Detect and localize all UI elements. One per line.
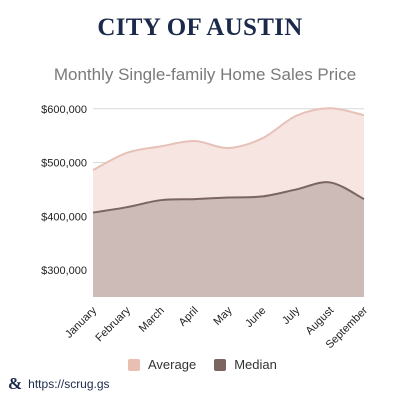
legend-swatch-median — [214, 358, 227, 371]
legend-swatch-average — [128, 358, 140, 371]
chart-legend: Average Median — [128, 357, 295, 372]
chart-title: Monthly Single-family Home Sales Price — [53, 65, 357, 84]
x-tick-label: June — [243, 305, 268, 330]
x-tick-label: February — [93, 304, 133, 344]
y-tick-label: $600,000 — [41, 104, 87, 116]
y-tick-label: $400,000 — [41, 211, 87, 223]
y-tick-label: $300,000 — [41, 265, 87, 277]
footer-link[interactable]: https://scrug.gs — [28, 377, 110, 391]
ampersand-logo-icon: & — [8, 374, 23, 393]
x-tick-label: March — [137, 305, 167, 335]
legend-item-average: Average — [128, 357, 196, 372]
x-tick-label: April — [177, 305, 201, 329]
footer: & https://scrug.gs — [8, 374, 110, 394]
x-tick-label: August — [304, 305, 337, 338]
legend-label-average: Average — [148, 357, 197, 372]
x-tick-label: July — [280, 304, 303, 327]
legend-item-median: Median — [214, 357, 277, 372]
y-tick-label: $500,000 — [41, 158, 87, 170]
legend-label-median: Median — [234, 357, 277, 372]
x-tick-label: May — [211, 304, 235, 328]
brand-title: CITY OF AUSTIN — [97, 14, 303, 41]
area-median — [93, 182, 364, 297]
